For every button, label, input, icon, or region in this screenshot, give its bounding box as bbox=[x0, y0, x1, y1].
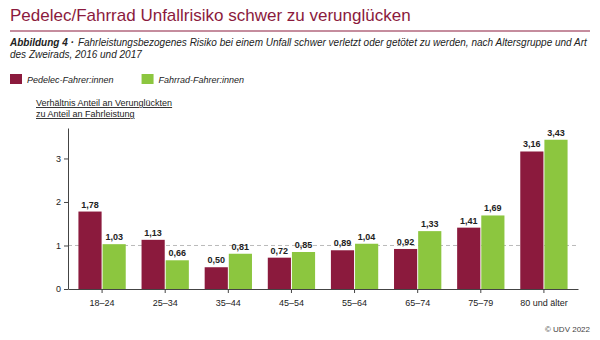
data-label: 1,33 bbox=[421, 219, 439, 229]
bar bbox=[268, 258, 291, 289]
data-label: 1,13 bbox=[144, 228, 162, 238]
x-tick: 55–64 bbox=[342, 289, 367, 308]
bar bbox=[355, 244, 378, 289]
legend: Pedelec-Fahrer:innen Fahrrad-Fahrer:innen bbox=[10, 74, 244, 85]
data-label: 0,81 bbox=[232, 242, 250, 252]
x-tick: 65–74 bbox=[405, 289, 430, 308]
legend-swatch bbox=[142, 74, 154, 84]
y-tick-mark bbox=[64, 245, 68, 246]
x-tick: 45–54 bbox=[279, 289, 304, 308]
x-tick-mark bbox=[543, 289, 544, 293]
y-axis-title-line: Verhältnis Anteil an Verunglückten bbox=[36, 98, 172, 108]
bar bbox=[292, 252, 315, 289]
x-tick-mark bbox=[417, 289, 418, 293]
x-tick-mark bbox=[165, 289, 166, 293]
data-label: 0,50 bbox=[207, 255, 225, 265]
subtitle-group: Abbildung 4 ·Fahrleistungsbezogenes Risi… bbox=[9, 37, 588, 60]
x-tick: 35–44 bbox=[216, 289, 241, 308]
title-rule bbox=[10, 31, 590, 32]
bar bbox=[418, 231, 441, 289]
y-tick-label: 2 bbox=[56, 197, 61, 207]
y-tick-label: 3 bbox=[56, 154, 61, 164]
bar bbox=[481, 215, 504, 289]
x-tick-label: 18–24 bbox=[90, 298, 115, 308]
y-axis-title-line: zu Anteil an Fahrleistung bbox=[36, 109, 135, 119]
x-axis-line bbox=[69, 289, 579, 290]
data-label: 0,85 bbox=[295, 240, 313, 250]
data-label: 0,89 bbox=[334, 238, 352, 248]
subtitle: Fahrleistungsbezogenes Risiko bei einem … bbox=[10, 37, 588, 60]
data-label: 0,72 bbox=[271, 246, 289, 256]
y-tick-label: 1 bbox=[56, 241, 61, 251]
y-tick-mark bbox=[64, 289, 68, 290]
bar bbox=[103, 244, 126, 289]
y-tick-label: 0 bbox=[56, 284, 61, 294]
data-label: 1,03 bbox=[105, 232, 123, 242]
x-tick-label: 65–74 bbox=[405, 298, 430, 308]
bar bbox=[520, 151, 543, 289]
x-tick: 75–79 bbox=[468, 289, 493, 308]
legend-swatch bbox=[10, 74, 22, 84]
y-axis: 0 1 2 3 bbox=[56, 129, 69, 295]
bar bbox=[544, 140, 567, 289]
y-axis-line bbox=[68, 129, 69, 290]
bar bbox=[166, 260, 189, 289]
x-tick-label: 35–44 bbox=[216, 298, 241, 308]
bar bbox=[457, 228, 480, 289]
bar bbox=[394, 249, 417, 289]
bar bbox=[331, 250, 354, 289]
x-tick-label: 80 und älter bbox=[520, 298, 568, 308]
y-tick-mark bbox=[64, 202, 68, 203]
data-label: 3,16 bbox=[523, 139, 541, 149]
bar bbox=[229, 254, 252, 289]
data-labels: 1,78 1,13 0,50 0,72 0,89 0,92 1,41 3,16 1,03 0,66… bbox=[81, 128, 564, 265]
x-tick-mark bbox=[102, 289, 103, 293]
data-label: 0,66 bbox=[169, 248, 187, 258]
bar bbox=[142, 240, 165, 289]
x-tick-label: 55–64 bbox=[342, 298, 367, 308]
y-tick: 3 bbox=[56, 154, 68, 164]
bar bbox=[205, 267, 228, 289]
x-tick-mark bbox=[354, 289, 355, 293]
y-tick-mark bbox=[64, 158, 68, 159]
data-label: 3,43 bbox=[547, 128, 565, 138]
y-tick: 1 bbox=[56, 241, 68, 251]
y-axis-title: Verhältnis Anteil an Verunglücktenzu Ant… bbox=[36, 98, 172, 119]
x-tick-mark bbox=[228, 289, 229, 293]
y-tick: 0 bbox=[56, 284, 68, 294]
data-label: 1,69 bbox=[484, 203, 502, 213]
x-tick: 25–34 bbox=[153, 289, 178, 308]
x-tick: 80 und älter bbox=[520, 289, 568, 308]
bar bbox=[78, 212, 101, 289]
chart: Pedelec/Fahrrad Unfallrisiko schwer zu v… bbox=[0, 0, 600, 340]
data-label: 0,92 bbox=[397, 237, 415, 247]
bars bbox=[78, 140, 567, 289]
data-label: 1,04 bbox=[358, 232, 376, 242]
x-tick-label: 25–34 bbox=[153, 298, 178, 308]
x-tick-label: 75–79 bbox=[468, 298, 493, 308]
data-label: 1,78 bbox=[81, 200, 99, 210]
source: © UDV 2022 bbox=[545, 325, 591, 334]
x-axis: 18–24 25–34 35–44 45–54 55–64 65–74 75–79 80 un… bbox=[69, 289, 579, 308]
legend-label: Fahrrad-Fahrer:innen bbox=[159, 75, 245, 85]
y-tick: 2 bbox=[56, 197, 68, 207]
subtitle-prefix: Abbildung 4 · bbox=[9, 37, 74, 48]
x-tick-label: 45–54 bbox=[279, 298, 304, 308]
data-label: 1,41 bbox=[460, 216, 478, 226]
x-tick-mark bbox=[480, 289, 481, 293]
title: Pedelec/Fahrrad Unfallrisiko schwer zu v… bbox=[10, 6, 411, 25]
legend-label: Pedelec-Fahrer:innen bbox=[27, 75, 114, 85]
x-tick-mark bbox=[291, 289, 292, 293]
plot: 1,78 1,13 0,50 0,72 0,89 0,92 1,41 3,16 1,03 0,66… bbox=[56, 128, 579, 308]
x-tick: 18–24 bbox=[90, 289, 115, 308]
